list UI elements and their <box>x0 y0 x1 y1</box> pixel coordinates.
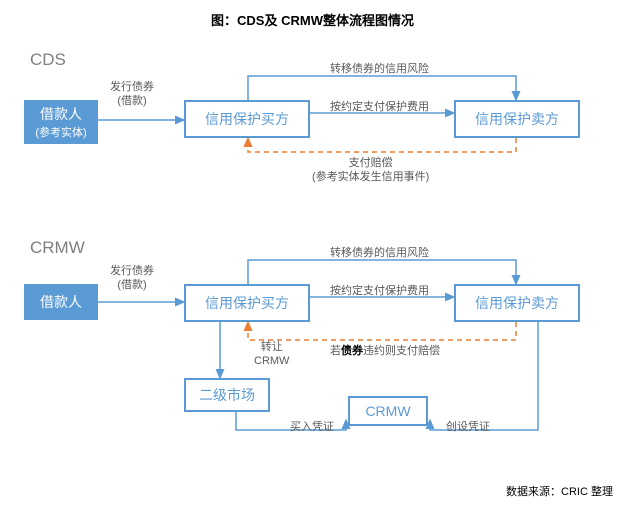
node-label: 信用保护买方 <box>205 109 289 129</box>
diagram-title: 图：CDS及 CRMW整体流程图情况 <box>0 0 625 29</box>
cds-node-seller: 信用保护卖方 <box>454 100 580 138</box>
cds-edge-label-2: 按约定支付保护费用 <box>330 100 429 114</box>
crmw-edge-1 <box>248 260 516 284</box>
node-label: CRMW <box>365 403 410 419</box>
node-label: 借款人 <box>40 292 82 312</box>
cds-edge-label-0: 发行债券(借款) <box>110 80 154 109</box>
node-label: 二级市场 <box>199 385 255 405</box>
crmw-node-crmw: CRMW <box>348 396 428 426</box>
crmw-node-secondary: 二级市场 <box>184 378 270 412</box>
cds-node-borrower: 借款人(参考实体) <box>24 100 98 144</box>
cds-edge-label-3: 支付赔偿(参考实体发生信用事件) <box>312 156 429 185</box>
data-source: 数据来源：CRIC 整理 <box>506 483 613 499</box>
crmw-edge-label-3: 若债券违约则支付赔偿 <box>330 344 440 358</box>
node-label: 信用保护卖方 <box>475 293 559 313</box>
cds-edge-label-1: 转移债券的信用风险 <box>330 62 429 76</box>
node-label: 信用保护买方 <box>205 293 289 313</box>
crmw-edge-label-4: 转让CRMW <box>254 340 289 369</box>
crmw-edge-label-2: 按约定支付保护费用 <box>330 284 429 298</box>
cds-edge-1 <box>248 76 516 100</box>
crmw-edge-3 <box>248 322 516 340</box>
crmw-node-borrower: 借款人 <box>24 284 98 320</box>
node-sublabel: (参考实体) <box>35 124 86 140</box>
node-label: 信用保护卖方 <box>475 109 559 129</box>
cds-node-buyer: 信用保护买方 <box>184 100 310 138</box>
crmw-node-buyer: 信用保护买方 <box>184 284 310 322</box>
crmw-edge-6 <box>430 322 538 430</box>
crmw-edge-label-5: 买入凭证 <box>290 420 334 434</box>
crmw-edge-label-6: 创设凭证 <box>446 420 490 434</box>
crmw-edge-label-0: 发行债券(借款) <box>110 264 154 293</box>
node-label: 借款人 <box>40 104 82 124</box>
crmw-section-label: CRMW <box>30 238 85 258</box>
cds-edge-3 <box>248 138 516 152</box>
crmw-edge-label-1: 转移债券的信用风险 <box>330 246 429 260</box>
cds-section-label: CDS <box>30 50 66 70</box>
crmw-node-seller: 信用保护卖方 <box>454 284 580 322</box>
